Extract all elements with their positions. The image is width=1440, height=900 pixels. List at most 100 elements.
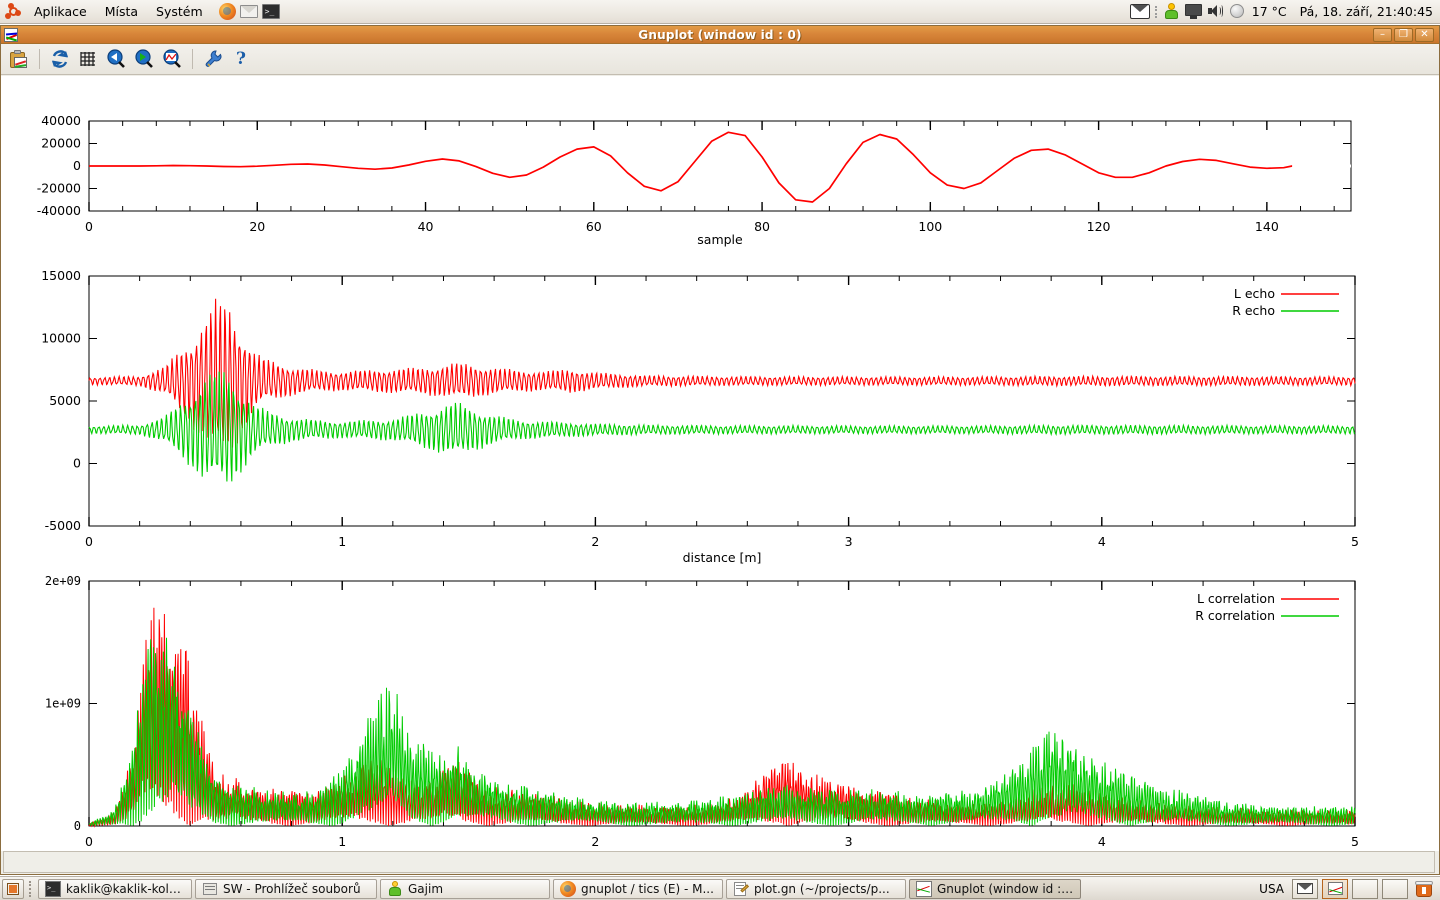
panel-grip[interactable] bbox=[29, 880, 35, 897]
volume-icon[interactable] bbox=[1207, 3, 1224, 20]
series-chirp bbox=[89, 131, 1351, 203]
minimize-button[interactable]: – bbox=[1373, 27, 1392, 42]
series-l-correlation bbox=[88, 607, 1356, 828]
zoom-autoscale-icon bbox=[163, 49, 181, 68]
svg-text:100: 100 bbox=[918, 219, 942, 234]
menu-aplikace[interactable]: Aplikace bbox=[34, 3, 87, 19]
gnuplot-window: Gnuplot (window id : 0) – ❐ ✕ bbox=[0, 25, 1440, 875]
wrench-icon bbox=[205, 50, 222, 67]
svg-text:60: 60 bbox=[586, 219, 602, 234]
svg-text:2e+09: 2e+09 bbox=[45, 574, 81, 588]
evolution-mail-icon[interactable] bbox=[239, 3, 259, 21]
taskbar-item-2[interactable]: Gajim bbox=[380, 878, 550, 899]
taskbar-item-label: SW - Prohlížeč souborů bbox=[223, 881, 361, 896]
system-tray: 17 °C Pá, 18. září, 21:40:45 bbox=[1129, 3, 1440, 20]
file-manager-icon bbox=[202, 881, 218, 897]
zoom-previous-button[interactable] bbox=[103, 46, 129, 72]
svg-text:120: 120 bbox=[1087, 219, 1111, 234]
gnuplot-plot-surface[interactable]: -40000 -20000 0 20000 40000 0 20 40 60 80 100 120 14… bbox=[1, 76, 1439, 851]
im-status-icon[interactable] bbox=[1163, 3, 1180, 20]
show-desktop-button[interactable] bbox=[2, 878, 24, 899]
x-axis-label: sample bbox=[697, 232, 743, 247]
svg-text:10000: 10000 bbox=[41, 331, 81, 346]
legend-label: L correlation bbox=[1197, 591, 1275, 606]
window-icon bbox=[4, 27, 18, 42]
firefox-icon bbox=[560, 880, 576, 897]
terminal-icon[interactable]: >_ bbox=[261, 3, 281, 21]
trash-icon[interactable] bbox=[1414, 879, 1434, 899]
weather-icon[interactable] bbox=[1229, 3, 1246, 20]
settings-button[interactable] bbox=[200, 46, 226, 72]
window-statusbar bbox=[3, 851, 1435, 873]
mail-envelope-icon[interactable] bbox=[1292, 878, 1318, 899]
svg-text:40: 40 bbox=[418, 219, 434, 234]
svg-text:2: 2 bbox=[591, 834, 599, 849]
svg-text:5: 5 bbox=[1351, 534, 1359, 549]
svg-text:80: 80 bbox=[754, 219, 770, 234]
taskbar-item-0[interactable]: >_ kaklik@kaklik-kolej-u... bbox=[38, 878, 192, 899]
clipboard-icon bbox=[10, 49, 28, 69]
workspace-switcher-1[interactable] bbox=[1352, 878, 1378, 899]
taskbar-item-3[interactable]: gnuplot / tics (E) - M... bbox=[553, 878, 723, 899]
gnuplot-toolbar: ? bbox=[1, 44, 1439, 75]
svg-text:3: 3 bbox=[845, 834, 853, 849]
taskbar-item-1[interactable]: SW - Prohlížeč souborů bbox=[195, 878, 377, 899]
taskbar-item-4[interactable]: plot.gn (~/projects/p... bbox=[726, 878, 906, 899]
temperature-label: 17 °C bbox=[1251, 4, 1287, 19]
zoom-next-button[interactable] bbox=[131, 46, 157, 72]
menu-system[interactable]: Systém bbox=[156, 3, 203, 19]
taskbar-item-label: gnuplot / tics (E) - M... bbox=[581, 881, 714, 896]
series-l-echo bbox=[88, 298, 1356, 448]
maximize-button[interactable]: ❐ bbox=[1394, 27, 1413, 42]
mail-envelope-icon[interactable] bbox=[1129, 4, 1150, 19]
svg-text:1: 1 bbox=[338, 534, 346, 549]
menu-mista[interactable]: Místa bbox=[104, 3, 139, 19]
copy-to-clipboard-button[interactable] bbox=[6, 46, 32, 72]
window-titlebar[interactable]: Gnuplot (window id : 0) – ❐ ✕ bbox=[1, 26, 1439, 44]
svg-text:140: 140 bbox=[1255, 219, 1279, 234]
svg-text:1: 1 bbox=[338, 834, 346, 849]
bottom-panel-tray: USA bbox=[1255, 878, 1438, 899]
taskbar-item-5[interactable]: Gnuplot (window id : 0) bbox=[909, 878, 1081, 899]
gnuplot-icon bbox=[916, 880, 932, 897]
toolbar-separator bbox=[39, 49, 40, 69]
gnuplot-tray-icon[interactable] bbox=[1322, 878, 1348, 899]
svg-text:3: 3 bbox=[845, 534, 853, 549]
terminal-icon: >_ bbox=[45, 880, 61, 897]
ubuntu-logo-icon[interactable] bbox=[4, 2, 24, 22]
svg-text:5000: 5000 bbox=[49, 393, 81, 408]
svg-text:1e+09: 1e+09 bbox=[45, 697, 81, 711]
svg-text:4: 4 bbox=[1098, 834, 1106, 849]
replot-button[interactable] bbox=[47, 46, 73, 72]
close-button[interactable]: ✕ bbox=[1415, 27, 1434, 42]
gnome-bottom-panel: >_ kaklik@kaklik-kolej-u... SW - Prohlížeč… bbox=[0, 876, 1440, 900]
taskbar-item-label: Gnuplot (window id : 0) bbox=[937, 881, 1074, 896]
gajim-icon bbox=[387, 880, 403, 897]
svg-text:15000: 15000 bbox=[41, 268, 81, 283]
autoscale-button[interactable] bbox=[159, 46, 185, 72]
zoom-forward-icon bbox=[135, 49, 153, 68]
show-desktop-icon bbox=[7, 882, 19, 895]
taskbar-item-label: kaklik@kaklik-kolej-u... bbox=[66, 881, 185, 896]
window-title: Gnuplot (window id : 0) bbox=[638, 27, 802, 42]
keyboard-layout-indicator[interactable]: USA bbox=[1259, 881, 1284, 896]
gnome-top-panel: Aplikace Místa Systém >_ bbox=[0, 0, 1440, 24]
display-icon[interactable] bbox=[1184, 3, 1202, 20]
svg-text:0: 0 bbox=[74, 819, 81, 833]
legend-label: R echo bbox=[1232, 303, 1275, 318]
svg-text:0: 0 bbox=[85, 834, 93, 849]
taskbar-item-label: plot.gn (~/projects/p... bbox=[754, 881, 890, 896]
toggle-grid-button[interactable] bbox=[75, 46, 101, 72]
svg-text:-5000: -5000 bbox=[45, 518, 81, 533]
svg-text:-40000: -40000 bbox=[37, 203, 81, 218]
workspace-switcher-2[interactable] bbox=[1382, 878, 1408, 899]
svg-text:4: 4 bbox=[1098, 534, 1106, 549]
svg-text:20: 20 bbox=[249, 219, 265, 234]
firefox-icon[interactable] bbox=[218, 2, 237, 21]
help-button[interactable]: ? bbox=[228, 46, 254, 72]
svg-text:2: 2 bbox=[591, 534, 599, 549]
clock-label[interactable]: Pá, 18. září, 21:40:45 bbox=[1299, 4, 1433, 19]
svg-text:0: 0 bbox=[85, 534, 93, 549]
svg-text:5: 5 bbox=[1351, 834, 1359, 849]
